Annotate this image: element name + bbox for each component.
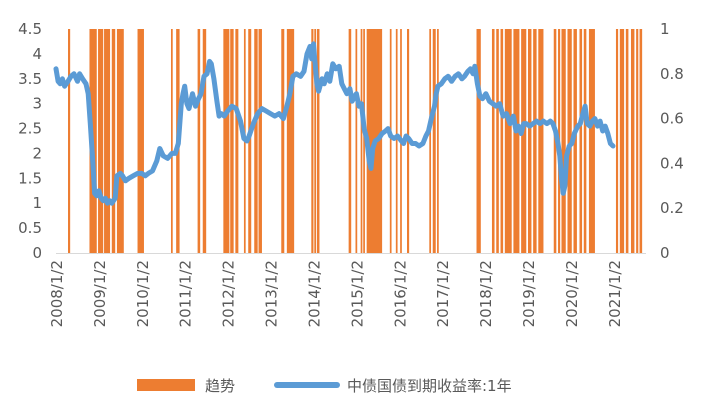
right-tick-label: 0.6 xyxy=(660,110,684,128)
yield-line xyxy=(53,41,616,206)
x-tick-label: 2018/1/2 xyxy=(477,260,495,327)
trend-bar xyxy=(286,29,295,253)
trend-bar xyxy=(491,29,495,253)
trend-bar xyxy=(579,29,583,253)
trend-bar xyxy=(360,29,363,253)
trend-bar xyxy=(363,29,365,253)
trend-bar xyxy=(104,29,111,253)
x-tick-label: 2015/1/2 xyxy=(348,260,366,327)
trend-bar xyxy=(437,29,439,253)
trend-bar xyxy=(625,29,629,253)
x-tick-label: 2019/1/2 xyxy=(520,260,538,327)
trend-bar xyxy=(573,29,577,253)
trend-bar xyxy=(68,29,71,253)
trend-bar xyxy=(513,29,520,253)
left-tick-label: 3 xyxy=(32,95,42,113)
trend-bar xyxy=(521,29,527,253)
trend-bar xyxy=(137,29,144,253)
trend-bar xyxy=(111,29,116,253)
left-tick-label: 3.5 xyxy=(18,70,42,88)
trend-bar xyxy=(588,29,595,253)
trend-bar xyxy=(170,29,173,253)
trend-bars xyxy=(68,29,643,253)
trend-bar xyxy=(316,29,320,253)
trend-bar xyxy=(254,29,258,253)
right-tick-label: 1 xyxy=(660,20,670,38)
x-tick-label: 2017/1/2 xyxy=(434,260,452,327)
trend-bar xyxy=(116,29,124,253)
x-tick-label: 2011/1/2 xyxy=(177,260,195,327)
yield-line-layer xyxy=(53,41,616,206)
trend-bar xyxy=(533,29,537,253)
trend-bar xyxy=(230,29,234,253)
x-tick-label: 2010/1/2 xyxy=(134,260,152,327)
trend-bar xyxy=(223,29,230,253)
legend-swatch-trend xyxy=(137,379,195,391)
right-axis: 0 0.2 0.4 0.6 0.8 1 xyxy=(660,20,684,262)
left-tick-label: 0.5 xyxy=(18,219,42,237)
right-tick-label: 0 xyxy=(660,244,670,262)
trend-bar xyxy=(248,29,252,253)
trend-bar xyxy=(639,29,643,253)
trend-bar xyxy=(281,29,285,253)
trend-bar xyxy=(538,29,544,253)
trend-bar xyxy=(432,29,436,253)
trend-bar xyxy=(528,29,532,253)
legend-label-trend: 趋势 xyxy=(205,377,235,395)
trend-bar xyxy=(395,29,398,253)
right-tick-label: 0.2 xyxy=(660,199,684,217)
trend-bar xyxy=(98,29,104,253)
trend-bar xyxy=(476,29,481,253)
trend-bar xyxy=(348,29,352,253)
x-tick-label: 2008/1/2 xyxy=(48,260,66,327)
x-tick-label: 2014/1/2 xyxy=(305,260,323,327)
trend-bar xyxy=(615,29,619,253)
trend-bar xyxy=(197,29,201,253)
trend-bar xyxy=(496,29,499,253)
left-tick-label: 4.5 xyxy=(18,20,42,38)
trend-bar xyxy=(561,29,566,253)
left-tick-label: 2.5 xyxy=(18,120,42,138)
x-axis: 2008/1/2 2009/1/2 2010/1/2 2011/1/2 2012/1/2… xyxy=(48,260,624,327)
x-tick-label: 2012/1/2 xyxy=(220,260,238,327)
left-tick-label: 1.5 xyxy=(18,169,42,187)
trend-bar xyxy=(235,29,239,253)
left-tick-label: 2 xyxy=(32,144,42,162)
left-axis: 0 0.5 1 1.5 2 2.5 3 3.5 4 4.5 xyxy=(18,20,42,262)
left-tick-label: 4 xyxy=(32,45,42,63)
trend-bar xyxy=(504,29,512,253)
trend-bar xyxy=(583,29,587,253)
left-tick-label: 1 xyxy=(32,194,42,212)
x-tick-label: 2013/1/2 xyxy=(263,260,281,327)
trend-bar xyxy=(500,29,504,253)
legend-label-yield: 中债国债到期收益率:1年 xyxy=(347,377,512,395)
trend-bar xyxy=(619,29,625,253)
trend-bar xyxy=(630,29,635,253)
trend-bar xyxy=(355,29,358,253)
trend-bar xyxy=(202,29,207,253)
trend-bar xyxy=(311,29,314,253)
trend-bar xyxy=(258,29,262,253)
right-tick-label: 0.8 xyxy=(660,65,684,83)
x-tick-label: 2009/1/2 xyxy=(91,260,109,327)
trend-bar xyxy=(314,29,317,253)
trend-bar xyxy=(636,29,639,253)
left-tick-label: 0 xyxy=(32,244,42,262)
right-tick-label: 0.4 xyxy=(660,154,684,172)
x-tick-label: 2021/1/2 xyxy=(606,260,624,327)
legend: 趋势 中债国债到期收益率:1年 xyxy=(137,377,512,395)
trend-bar xyxy=(389,29,392,253)
x-tick-label: 2020/1/2 xyxy=(563,260,581,327)
trend-bar xyxy=(567,29,572,253)
x-tick-label: 2016/1/2 xyxy=(391,260,409,327)
trend-bar xyxy=(429,29,432,253)
